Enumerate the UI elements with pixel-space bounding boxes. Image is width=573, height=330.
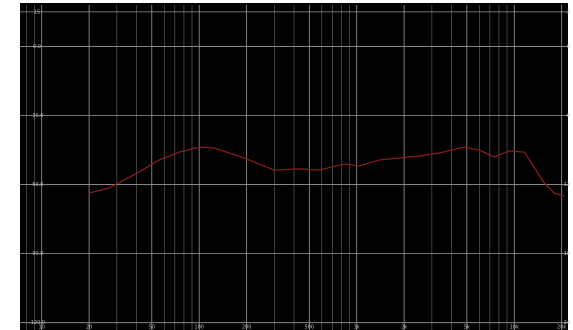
y2-tick-label: -18 bbox=[562, 251, 570, 257]
x-tick-label: 10 bbox=[38, 325, 44, 330]
x-tick-label: 1k bbox=[354, 325, 360, 330]
marks bbox=[88, 146, 565, 197]
y2-tick-label: -24 bbox=[562, 320, 570, 326]
y2-tick-label: -12 bbox=[562, 182, 570, 188]
y-tick-label: -60.0 bbox=[31, 182, 44, 188]
y-tick-label: -90.0 bbox=[31, 251, 44, 257]
y2-tick-label: 0 bbox=[567, 44, 570, 50]
y-tick-label: -30.0 bbox=[31, 113, 44, 119]
x-tick-label: 20k bbox=[557, 325, 566, 330]
x-tick-label: 2k bbox=[401, 325, 407, 330]
y-tick-label: 15 bbox=[34, 9, 40, 15]
x-tick-label: 200 bbox=[242, 325, 252, 330]
response-line bbox=[88, 146, 565, 197]
y-tick-label: 0.0 bbox=[33, 44, 41, 50]
x-tick-label: 500 bbox=[305, 325, 315, 330]
y2-tick-label: 3 bbox=[567, 9, 570, 15]
y2-tick-label: -6 bbox=[565, 113, 570, 119]
x-tick-label: 100 bbox=[194, 325, 204, 330]
x-tick-label: 10k bbox=[510, 325, 519, 330]
y-tick-label: -120.0 bbox=[29, 320, 45, 326]
x-tick-label: 20 bbox=[86, 325, 92, 330]
x-tick-label: 5k bbox=[464, 325, 470, 330]
x-tick-label: 50 bbox=[149, 325, 155, 330]
grid: 10 20 50 100 200 500 1k 2k 5k 10k 20k150.0-30.0-60… bbox=[20, 5, 570, 330]
